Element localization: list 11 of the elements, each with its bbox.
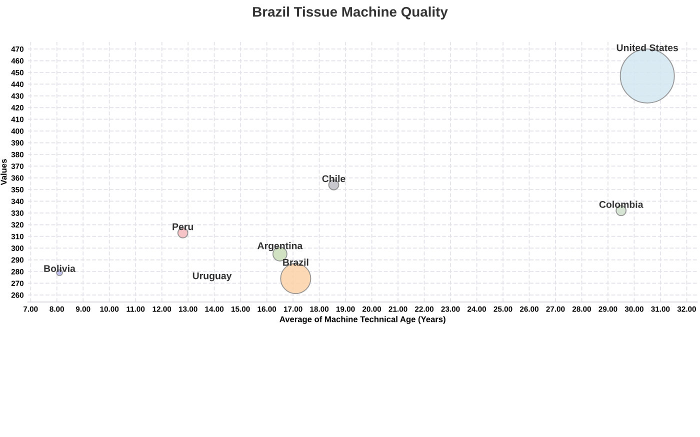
- annotation: Uruguay: [192, 272, 232, 282]
- x-axis-title: Average of Machine Technical Age (Years): [280, 316, 446, 324]
- series-label: Peru: [172, 223, 193, 230]
- series-label: Chile: [322, 175, 346, 182]
- y-axis-title: Values: [0, 159, 7, 186]
- series-label: Bolivia: [44, 264, 76, 272]
- chart-title: Brazil Tissue Machine Quality: [253, 6, 448, 20]
- series-label: Colombia: [599, 200, 644, 208]
- series-label: Argentina: [257, 242, 303, 252]
- series-label: Brazil: [283, 258, 308, 266]
- series-label: United States: [616, 44, 678, 52]
